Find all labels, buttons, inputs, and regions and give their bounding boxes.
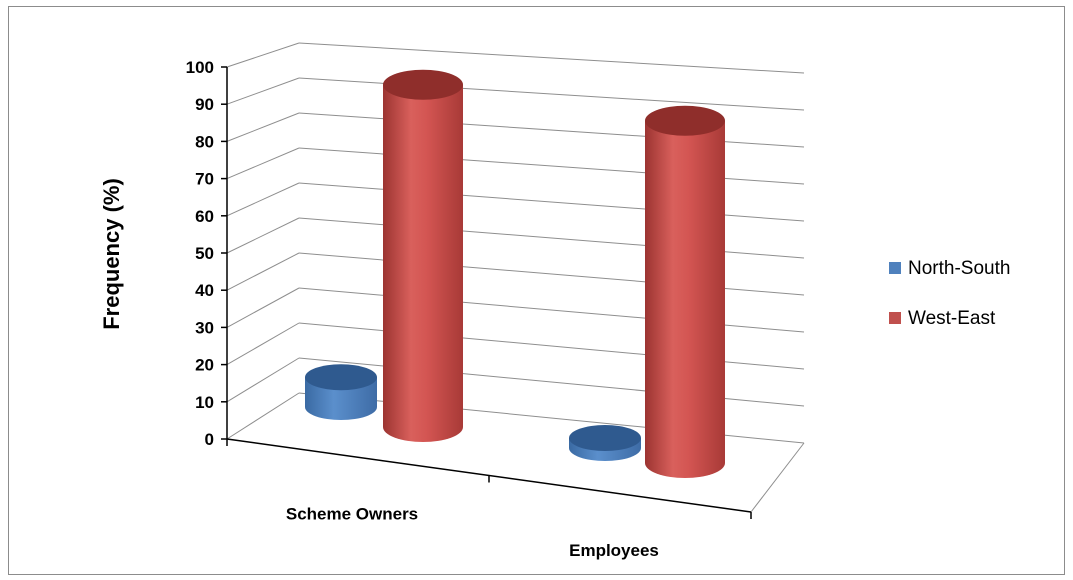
y-tick-label: 20 <box>195 356 214 375</box>
y-tick-label: 0 <box>205 430 214 449</box>
y-axis <box>221 66 228 440</box>
bar-west-east-scheme-owners <box>383 69 463 442</box>
y-tick-label: 70 <box>195 170 214 189</box>
gridline-side <box>226 147 300 180</box>
category-label: Employees <box>569 541 659 560</box>
gridline-side <box>226 42 300 68</box>
gridline-side <box>226 112 300 142</box>
category-labels: Scheme Owners Employees <box>286 504 659 560</box>
floor-edge-right <box>750 442 805 513</box>
category-label: Scheme Owners <box>286 504 418 523</box>
gridline <box>298 77 805 111</box>
y-tick-label: 60 <box>195 207 214 226</box>
chart-frame: 0 10 20 30 40 50 60 70 80 90 100 Scheme Owners Empl… <box>8 6 1065 575</box>
gridline-side <box>226 217 300 254</box>
y-tick-labels: 0 10 20 30 40 50 60 70 80 90 100 <box>186 58 214 449</box>
y-tick-label: 90 <box>195 95 214 114</box>
x-axis <box>226 438 752 519</box>
gridline-side <box>226 392 300 440</box>
legend-swatch <box>889 312 901 324</box>
y-tick-label: 30 <box>195 318 214 337</box>
bar-body <box>645 120 725 478</box>
y-tick-label: 40 <box>195 281 214 300</box>
y-tick-label: 50 <box>195 244 214 263</box>
chart-svg: 0 10 20 30 40 50 60 70 80 90 100 Scheme Owners Empl… <box>99 42 1010 560</box>
gridline-side <box>226 77 300 105</box>
gridline-side <box>226 182 300 217</box>
bar-body <box>383 84 463 442</box>
gridline-side <box>226 322 300 366</box>
bar-top <box>569 425 641 451</box>
legend-swatch <box>889 262 901 274</box>
bar-west-east-employees <box>645 105 725 478</box>
legend-label: North-South <box>908 258 1010 279</box>
y-tick-label: 100 <box>186 58 214 77</box>
bar-top <box>305 364 377 391</box>
y-tick-label: 10 <box>195 393 214 412</box>
y-axis-title: Frequency (%) <box>99 178 124 330</box>
gridline-side <box>226 287 300 328</box>
bars <box>305 69 725 478</box>
bar-north-south-scheme-owners <box>305 364 377 420</box>
bar-top <box>645 105 725 136</box>
bar-top <box>383 69 463 100</box>
y-tick-label: 80 <box>195 132 214 151</box>
legend: North-South West-East <box>889 258 1010 329</box>
floor <box>750 442 805 513</box>
gridline-side <box>226 252 300 291</box>
gridline-side <box>226 357 300 403</box>
gridline <box>298 42 805 74</box>
bar-north-south-employees <box>569 425 641 461</box>
legend-label: West-East <box>908 308 996 329</box>
